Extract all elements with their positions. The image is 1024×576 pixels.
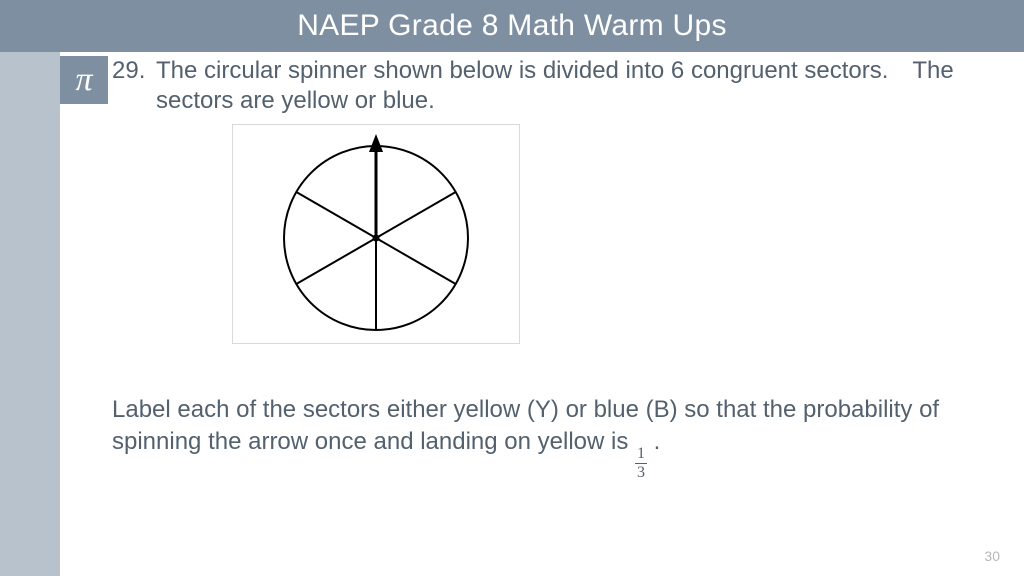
question-block: 29. The circular spinner shown below is … [112,56,998,116]
title-band: NAEP Grade 8 Math Warm Ups [0,0,1024,52]
question-text: The circular spinner shown below is divi… [156,56,998,116]
fraction-denominator: 3 [637,464,645,481]
instruction-text: Label each of the sectors either yellow … [112,394,998,481]
fraction: 13 [635,446,647,481]
question-row: 29. The circular spinner shown below is … [112,56,998,116]
pi-glyph: π [75,61,92,99]
page-title: NAEP Grade 8 Math Warm Ups [297,9,727,43]
left-rail-accent [0,0,60,576]
page-number: 30 [984,548,1000,564]
instruction-post: . [647,428,660,455]
spinner-figure [232,124,520,344]
slide: NAEP Grade 8 Math Warm Ups π 29. The cir… [0,0,1024,576]
question-number: 29. [112,56,152,116]
pi-icon: π [60,56,108,104]
fraction-numerator: 1 [635,446,647,464]
instruction-pre: Label each of the sectors either yellow … [112,396,939,455]
spinner-svg [236,126,516,342]
